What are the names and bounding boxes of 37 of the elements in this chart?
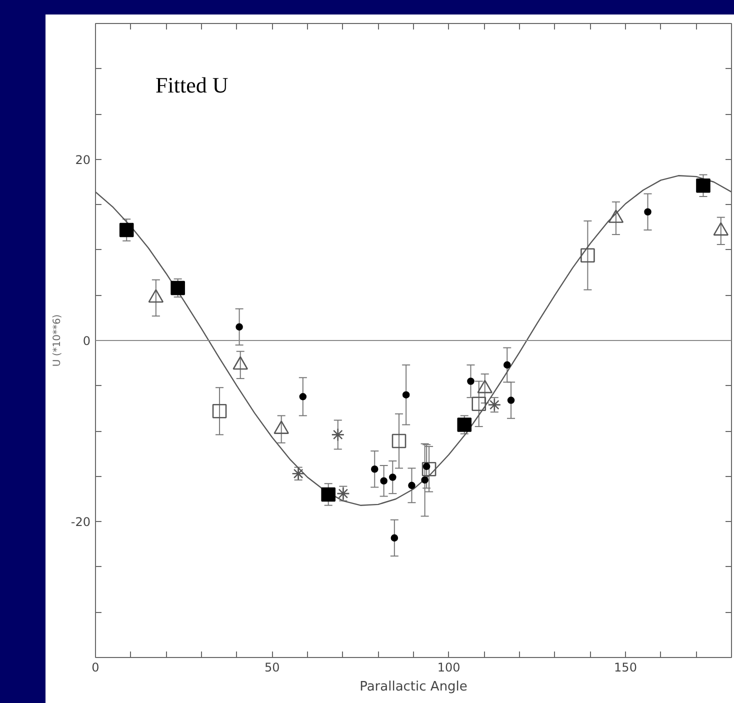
point bbox=[336, 486, 350, 500]
point bbox=[299, 393, 307, 400]
point bbox=[422, 462, 436, 476]
x-tick-label: 50 bbox=[264, 660, 280, 674]
point bbox=[380, 477, 388, 485]
point bbox=[503, 361, 511, 369]
x-tick-label: 150 bbox=[614, 660, 637, 674]
point bbox=[331, 428, 345, 442]
point bbox=[488, 398, 502, 412]
point bbox=[212, 404, 227, 418]
y-tick-label: -20 bbox=[70, 515, 91, 530]
point bbox=[696, 178, 710, 193]
y-tick-label: 0 bbox=[82, 334, 91, 348]
point bbox=[119, 222, 134, 238]
y-tick-label: 20 bbox=[75, 152, 91, 167]
point bbox=[421, 476, 428, 484]
point bbox=[472, 396, 486, 412]
point bbox=[644, 208, 652, 216]
point bbox=[170, 280, 185, 296]
point bbox=[467, 378, 474, 385]
line-series bbox=[96, 175, 732, 506]
point bbox=[370, 465, 378, 473]
text: Fitted U bbox=[156, 72, 228, 98]
point bbox=[392, 434, 406, 448]
point bbox=[236, 323, 243, 331]
x-tick-label: 100 bbox=[437, 660, 460, 674]
point bbox=[321, 487, 336, 502]
point bbox=[457, 418, 472, 432]
point bbox=[408, 482, 416, 490]
point bbox=[389, 474, 396, 481]
x-axis-title: Parallactic Angle bbox=[360, 680, 468, 694]
y-axis-title: U (*10**6) bbox=[52, 314, 63, 367]
point bbox=[390, 534, 398, 542]
point bbox=[580, 248, 595, 263]
x-tick-label: 0 bbox=[92, 660, 100, 674]
point bbox=[402, 391, 410, 398]
point bbox=[507, 396, 515, 404]
